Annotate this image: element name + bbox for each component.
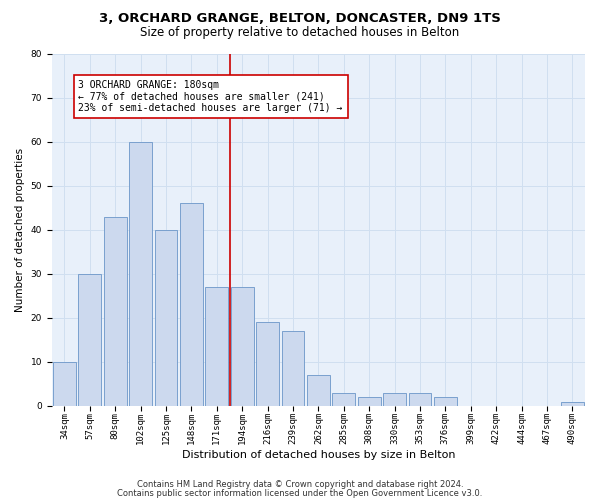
Bar bbox=[129, 142, 152, 406]
Text: 3, ORCHARD GRANGE, BELTON, DONCASTER, DN9 1TS: 3, ORCHARD GRANGE, BELTON, DONCASTER, DN… bbox=[99, 12, 501, 26]
Text: Contains public sector information licensed under the Open Government Licence v3: Contains public sector information licen… bbox=[118, 488, 482, 498]
Text: 3 ORCHARD GRANGE: 180sqm
← 77% of detached houses are smaller (241)
23% of semi-: 3 ORCHARD GRANGE: 180sqm ← 77% of detach… bbox=[79, 80, 343, 113]
Bar bbox=[561, 402, 584, 406]
Y-axis label: Number of detached properties: Number of detached properties bbox=[15, 148, 25, 312]
Bar bbox=[281, 331, 304, 406]
Bar bbox=[104, 216, 127, 406]
Bar bbox=[434, 397, 457, 406]
Bar bbox=[53, 362, 76, 406]
Bar bbox=[307, 375, 330, 406]
Text: Size of property relative to detached houses in Belton: Size of property relative to detached ho… bbox=[140, 26, 460, 39]
Bar bbox=[180, 204, 203, 406]
Bar bbox=[256, 322, 279, 406]
X-axis label: Distribution of detached houses by size in Belton: Distribution of detached houses by size … bbox=[182, 450, 455, 460]
Bar bbox=[205, 287, 228, 406]
Bar bbox=[231, 287, 254, 406]
Text: Contains HM Land Registry data © Crown copyright and database right 2024.: Contains HM Land Registry data © Crown c… bbox=[137, 480, 463, 489]
Bar bbox=[332, 392, 355, 406]
Bar bbox=[79, 274, 101, 406]
Bar bbox=[358, 397, 380, 406]
Bar bbox=[409, 392, 431, 406]
Bar bbox=[155, 230, 178, 406]
Bar bbox=[383, 392, 406, 406]
